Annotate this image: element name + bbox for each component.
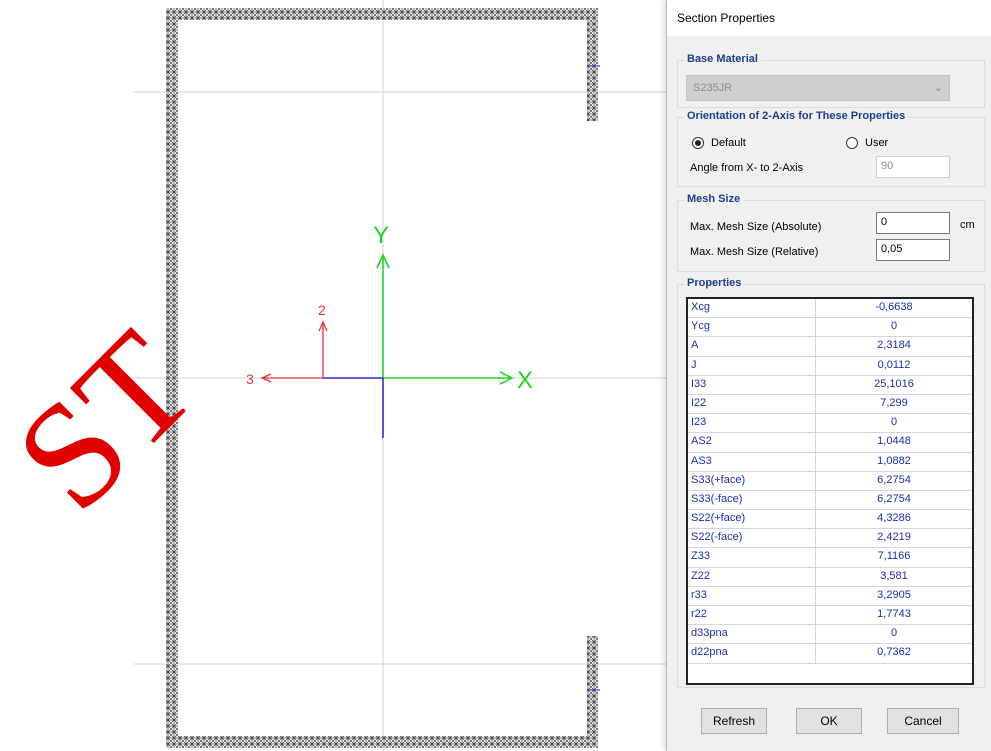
table-row[interactable]: Z33 7,1166 <box>688 548 972 568</box>
table-row[interactable]: d33pna 0 <box>688 625 972 645</box>
property-value: 6,2754 <box>877 492 911 505</box>
y-axis-label: Y <box>373 222 389 249</box>
property-name: I22 <box>688 394 816 414</box>
property-name: A <box>688 337 816 356</box>
property-name: S22(+face) <box>688 510 816 529</box>
cancel-button[interactable]: Cancel <box>887 708 959 734</box>
table-row[interactable]: AS2 1,0448 <box>688 433 972 453</box>
table-row[interactable]: Xcg -0,6638 <box>688 299 972 319</box>
table-row[interactable]: r33 3,2905 <box>688 586 972 606</box>
abs-mesh-label: Max. Mesh Size (Absolute) <box>690 221 822 233</box>
user-radio[interactable] <box>846 137 858 149</box>
rel-mesh-label: Max. Mesh Size (Relative) <box>690 246 819 258</box>
table-row[interactable]: S22(-face) 2,4219 <box>688 529 972 549</box>
base-material-value: S235JR <box>693 82 733 94</box>
orientation-group: Orientation of 2-Axis for These Properti… <box>677 110 985 187</box>
table-row[interactable]: AS3 1,0882 <box>688 452 972 472</box>
property-name: d33pna <box>688 625 816 644</box>
property-name: J <box>688 356 816 375</box>
x-axis-label: X <box>517 367 533 394</box>
abs-mesh-unit: cm <box>960 219 975 231</box>
section-drawing: X Y 2 3 <box>134 0 666 751</box>
table-row[interactable]: A 2,3184 <box>688 337 972 357</box>
property-value: 25,1016 <box>874 377 914 390</box>
property-value: 3,581 <box>880 569 908 582</box>
property-value: 7,299 <box>880 396 908 409</box>
property-value: 2,3184 <box>877 339 911 352</box>
table-row[interactable]: d22pna 0,7362 <box>688 644 972 664</box>
property-value: 0,7362 <box>877 646 911 659</box>
table-row[interactable]: S22(+face) 4,3286 <box>688 510 972 530</box>
property-name: r33 <box>688 586 816 605</box>
property-name: Z33 <box>688 548 816 567</box>
orientation-legend: Orientation of 2-Axis for These Properti… <box>684 110 909 122</box>
property-value: -0,6638 <box>875 301 913 313</box>
property-value: 6,2754 <box>877 473 911 486</box>
property-value: 7,1166 <box>877 550 911 563</box>
channel-section-mesh <box>166 8 600 748</box>
property-name: AS3 <box>688 452 816 471</box>
local-2-axis-label: 2 <box>318 302 326 318</box>
property-name: d22pna <box>688 644 816 663</box>
property-value: 3,2905 <box>877 588 911 601</box>
default-radio-label: Default <box>711 137 746 149</box>
section-properties-dialog: Section Properties Base Material S235JR … <box>666 0 991 751</box>
table-row[interactable]: I33 25,1016 <box>688 375 972 395</box>
angle-label: Angle from X- to 2-Axis <box>690 162 804 174</box>
property-value: 2,4219 <box>877 531 911 544</box>
properties-legend: Properties <box>684 277 745 289</box>
table-row[interactable]: r22 1,7743 <box>688 606 972 626</box>
ok-button[interactable]: OK <box>796 708 862 734</box>
base-material-group: Base Material S235JR ⌄ <box>677 53 985 108</box>
property-name: Z22 <box>688 567 816 586</box>
property-name: Xcg <box>688 299 816 318</box>
properties-group: Properties Xcg -0,6638 Ycg 0 A 2,3184 J 0,0112 I… <box>677 277 985 688</box>
user-radio-label: User <box>865 137 889 149</box>
property-value: 0 <box>890 627 898 640</box>
global-axes <box>323 253 514 438</box>
property-value: 1,0882 <box>877 454 911 467</box>
property-name: S33(+face) <box>688 471 816 490</box>
table-row[interactable]: S33(-face) 6,2754 <box>688 490 972 511</box>
property-value: 1,0448 <box>877 435 911 448</box>
property-name: Ycg <box>688 318 816 337</box>
section-canvas[interactable]: X Y 2 3 ST <box>0 0 666 751</box>
properties-table[interactable]: Xcg -0,6638 Ycg 0 A 2,3184 J 0,0112 I33 25,1016 I2… <box>686 297 974 685</box>
angle-field[interactable]: 90 <box>876 156 950 178</box>
property-value: 4,3286 <box>877 512 911 525</box>
mesh-size-legend: Mesh Size <box>684 193 744 205</box>
property-value: 0 <box>890 416 898 429</box>
chevron-down-icon: ⌄ <box>933 82 943 94</box>
property-name: S33(-face) <box>688 490 816 510</box>
table-row[interactable]: I23 0 <box>688 414 972 434</box>
property-name: S22(-face) <box>688 529 816 548</box>
base-material-select[interactable]: S235JR ⌄ <box>686 75 950 101</box>
property-name: AS2 <box>688 433 816 452</box>
property-value: 0 <box>890 320 898 333</box>
mesh-size-group: Mesh Size Max. Mesh Size (Absolute) 0 cm… <box>677 193 985 272</box>
property-name: r22 <box>688 606 816 625</box>
local-axes <box>260 320 328 383</box>
table-row[interactable]: S33(+face) 6,2754 <box>688 471 972 491</box>
base-material-legend: Base Material <box>684 53 761 65</box>
table-row[interactable]: Z22 3,581 <box>688 567 972 587</box>
rel-mesh-field[interactable]: 0,05 <box>876 239 950 261</box>
property-name: I33 <box>688 375 816 394</box>
table-row[interactable]: Ycg 0 <box>688 318 972 338</box>
table-row[interactable]: I22 7,299 <box>688 394 972 415</box>
refresh-button[interactable]: Refresh <box>701 708 767 734</box>
property-value: 0,0112 <box>877 358 911 371</box>
default-radio[interactable] <box>692 137 704 149</box>
property-name: I23 <box>688 414 816 433</box>
table-row[interactable]: J 0,0112 <box>688 356 972 376</box>
abs-mesh-field[interactable]: 0 <box>876 212 950 234</box>
dialog-title: Section Properties <box>677 11 776 25</box>
dialog-title-bar[interactable] <box>667 0 991 36</box>
property-value: 1,7743 <box>877 608 911 620</box>
local-3-axis-label: 3 <box>246 371 254 387</box>
